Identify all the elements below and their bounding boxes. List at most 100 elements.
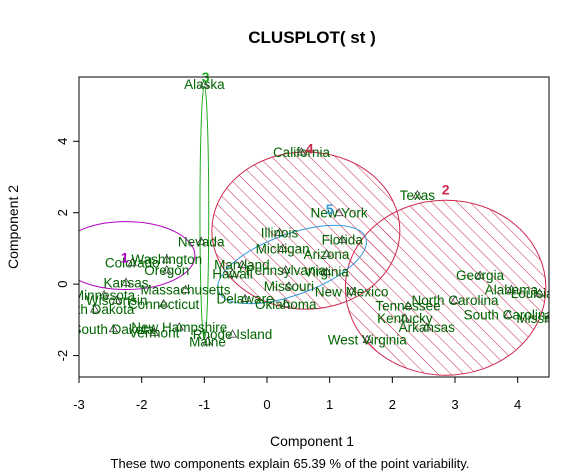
point-label: Arkansas bbox=[399, 320, 456, 335]
point-label: Pennsylvania bbox=[246, 263, 327, 278]
point-marker bbox=[506, 284, 517, 293]
cluster-ellipses bbox=[79, 85, 547, 376]
x-tick-label: -1 bbox=[199, 397, 211, 412]
point-label: Maryland bbox=[214, 258, 270, 273]
point-marker bbox=[162, 265, 172, 274]
point-label: Kentucky bbox=[377, 311, 433, 326]
point-marker bbox=[202, 336, 213, 345]
x-tick-label: 0 bbox=[263, 397, 270, 412]
x-tick-label: 4 bbox=[514, 397, 521, 412]
cluster-ellipse-4 bbox=[211, 151, 401, 310]
y-tick-label: -2 bbox=[55, 350, 70, 362]
point-label: Michigan bbox=[256, 241, 310, 256]
point-marker bbox=[334, 207, 344, 217]
point-marker bbox=[281, 265, 291, 274]
cluster-label-5: 5 bbox=[326, 201, 334, 217]
point-marker bbox=[321, 266, 332, 276]
point-marker bbox=[199, 79, 210, 88]
point-marker bbox=[227, 268, 238, 277]
point-marker bbox=[196, 236, 206, 245]
point-label: Delaware bbox=[217, 291, 274, 306]
point-label: Washington bbox=[131, 252, 202, 267]
cluster-ellipse-5 bbox=[217, 224, 367, 305]
point-label: Louisiana bbox=[511, 286, 569, 301]
cluster-label-1: 1 bbox=[121, 249, 129, 265]
x-tick-label: 1 bbox=[326, 397, 333, 412]
y-tick-label: 0 bbox=[55, 281, 70, 288]
point-label: Alaska bbox=[184, 77, 225, 92]
point-marker bbox=[284, 281, 294, 290]
point-marker bbox=[89, 304, 100, 313]
chart-title: CLUSPLOT( st ) bbox=[248, 28, 376, 47]
point-marker bbox=[412, 190, 423, 199]
cluster-ellipse-3 bbox=[199, 85, 210, 340]
point-marker bbox=[274, 227, 285, 236]
point-marker bbox=[450, 295, 460, 304]
point-marker bbox=[174, 322, 184, 331]
point-label: Colorado bbox=[105, 256, 160, 271]
point-label: Massachusetts bbox=[141, 283, 231, 298]
point-label: Oregon bbox=[144, 263, 189, 278]
point-marker bbox=[121, 277, 131, 286]
point-marker bbox=[403, 300, 413, 309]
x-axis: -3 -2 -1 0 1 2 3 4 bbox=[73, 377, 521, 412]
point-label: Rhode Island bbox=[193, 327, 273, 342]
cluster-label-4: 4 bbox=[306, 140, 314, 156]
point-label: Mississippi bbox=[516, 311, 581, 326]
x-tick-label: -3 bbox=[73, 397, 85, 412]
point-marker bbox=[475, 270, 485, 279]
point-label: New York bbox=[311, 206, 368, 221]
variability-note: These two components explain 65.39 % of … bbox=[111, 456, 470, 471]
point-label: New Hampshire bbox=[131, 320, 227, 335]
x-tick-label: 2 bbox=[389, 397, 396, 412]
point-marker bbox=[149, 327, 159, 336]
x-axis-label: Component 1 bbox=[270, 433, 354, 449]
point-label: Arizona bbox=[304, 247, 350, 262]
point-label: Illinois bbox=[261, 225, 299, 240]
point-label: Connecticut bbox=[128, 297, 200, 312]
point-marker bbox=[503, 309, 513, 318]
point-marker bbox=[346, 286, 357, 295]
point-label: Alabama bbox=[485, 283, 539, 298]
x-tick-label: 3 bbox=[451, 397, 458, 412]
y-axis: -2 0 2 4 bbox=[55, 138, 79, 362]
point-label: Wisconsin bbox=[86, 293, 148, 308]
cluster-ellipse-1 bbox=[79, 221, 196, 290]
point-label: South Carolina bbox=[464, 308, 554, 323]
point-labels: Alaska California Texas New York Illinois Nev… bbox=[55, 77, 581, 349]
point-label: California bbox=[273, 145, 331, 160]
y-axis-label: Component 2 bbox=[5, 185, 21, 269]
y-tick-label: 2 bbox=[55, 209, 70, 216]
point-marker bbox=[337, 234, 347, 243]
point-label: New Mexico bbox=[315, 284, 389, 299]
point-label: Tennessee bbox=[375, 299, 440, 314]
point-marker bbox=[108, 323, 119, 333]
point-marker bbox=[362, 334, 372, 343]
point-label: Maine bbox=[189, 334, 226, 349]
point-marker bbox=[227, 329, 238, 338]
y-tick-label: 4 bbox=[55, 138, 70, 145]
point-marker bbox=[534, 288, 545, 297]
point-marker bbox=[400, 313, 410, 322]
point-marker bbox=[281, 298, 291, 308]
x-tick-label: -2 bbox=[136, 397, 148, 412]
point-marker bbox=[111, 295, 122, 304]
point-marker bbox=[127, 257, 137, 267]
point-marker bbox=[162, 254, 172, 263]
point-marker bbox=[240, 293, 250, 302]
point-label: Nevada bbox=[178, 234, 225, 249]
point-marker bbox=[180, 284, 191, 293]
point-label: West Virginia bbox=[328, 333, 408, 348]
point-marker bbox=[422, 322, 432, 331]
point-label: Minnesota bbox=[73, 288, 136, 303]
point-marker bbox=[99, 290, 109, 299]
cluster-label-2: 2 bbox=[442, 182, 450, 198]
point-label: Virginia bbox=[304, 265, 349, 280]
point-label: North Carolina bbox=[411, 293, 499, 308]
plot-frame bbox=[78, 76, 550, 378]
point-marker bbox=[544, 313, 549, 322]
point-marker bbox=[277, 243, 288, 252]
point-marker bbox=[321, 248, 332, 258]
point-label: North Dakota bbox=[55, 302, 135, 317]
